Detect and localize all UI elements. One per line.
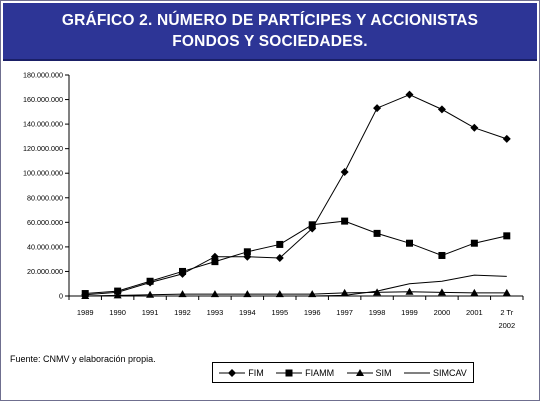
- chart-title-line2: FONDOS Y SOCIEDADES.: [172, 33, 368, 50]
- x-tick-label: 1990: [109, 308, 126, 317]
- data-point-triangle: [243, 290, 252, 298]
- data-point-diamond: [437, 105, 446, 114]
- source-note: Fuente: CNMV y elaboración propia.: [10, 354, 156, 364]
- x-tick-label: 2000: [434, 308, 451, 317]
- data-point-square: [146, 277, 154, 285]
- legend-item-fiamm: FIAMM: [276, 368, 334, 378]
- x-tick-label: 1993: [207, 308, 224, 317]
- legend-swatch: [276, 369, 303, 376]
- x-tick-label: 1994: [239, 308, 256, 317]
- data-point-square: [179, 267, 186, 275]
- y-tick-label: 120.000.000: [23, 144, 63, 153]
- legend-item-sim: SIM: [346, 367, 392, 378]
- data-point-diamond: [340, 167, 349, 176]
- data-point-diamond: [470, 123, 479, 132]
- data-point-square: [243, 248, 251, 256]
- y-tick-label: 60.000.000: [27, 218, 63, 227]
- series-fiamm: [81, 217, 511, 298]
- legend-item-simcav: SIMCAV: [403, 367, 467, 378]
- data-point-triangle: [502, 288, 511, 296]
- series-group: [81, 90, 511, 299]
- series-line-fim: [85, 94, 507, 296]
- axes: 0 20.000.000 40.000.000 60.000.000 80.000.00…: [23, 71, 524, 330]
- x-tick-label: 1995: [271, 308, 288, 317]
- data-point-diamond: [228, 368, 237, 377]
- x-tick-label: 2001: [466, 308, 483, 317]
- data-point-square: [341, 217, 349, 225]
- data-point-square: [114, 287, 122, 295]
- data-point-triangle: [470, 288, 479, 296]
- legend-label: SIM: [375, 367, 392, 378]
- legend-label: FIM: [248, 367, 264, 378]
- y-tick-label: 160.000.000: [23, 95, 63, 104]
- legend-item-fim: FIM: [219, 368, 264, 378]
- series-line-simcav: [85, 274, 507, 297]
- legend: FIM FIAMM SIM SIMCAV: [212, 362, 474, 383]
- data-point-diamond: [502, 134, 511, 143]
- series-simcav: [85, 274, 507, 297]
- line-chart: 0 20.000.000 40.000.000 60.000.000 80.000.00…: [23, 71, 524, 330]
- data-point-triangle: [178, 290, 187, 298]
- y-tick-label: 20.000.000: [27, 267, 63, 276]
- data-point-triangle: [113, 291, 122, 299]
- data-point-square: [438, 251, 446, 259]
- data-point-square: [308, 221, 316, 229]
- data-point-diamond: [405, 90, 414, 99]
- data-point-triangle: [373, 288, 382, 296]
- x-tick-label: 1999: [401, 308, 418, 317]
- x-tick-label: 1992: [174, 308, 191, 317]
- legend-swatch: [219, 368, 246, 377]
- y-tick-label: 180.000.000: [23, 71, 63, 80]
- data-point-square: [470, 239, 478, 247]
- x-tick-label: 1991: [142, 308, 159, 317]
- x-tick-label: 2002: [498, 321, 515, 330]
- data-point-triangle: [355, 368, 364, 376]
- legend-label: SIMCAV: [432, 367, 467, 378]
- legend-swatch: [346, 368, 373, 376]
- legend-label: FIAMM: [305, 367, 335, 378]
- y-tick-label: 140.000.000: [23, 120, 63, 129]
- y-tick-label: 100.000.000: [23, 169, 63, 178]
- legend-swatch: [403, 372, 430, 373]
- data-point-diamond: [210, 252, 219, 261]
- series-sim: [81, 287, 511, 299]
- data-point-triangle: [340, 288, 349, 296]
- x-tick-label: 1997: [336, 308, 353, 317]
- data-point-square: [276, 240, 284, 248]
- data-point-diamond: [275, 253, 284, 262]
- y-tick-label: 0: [59, 292, 63, 301]
- data-point-triangle: [275, 290, 284, 298]
- chart-title-line1: GRÁFICO 2. NÚMERO DE PARTÍCIPES Y ACCION…: [61, 12, 479, 29]
- x-tick-label: 1989: [77, 308, 94, 317]
- y-tick-label: 80.000.000: [27, 193, 63, 202]
- data-point-triangle: [308, 290, 317, 298]
- series-line-fiamm: [85, 220, 507, 295]
- x-tick-label: 1996: [304, 308, 321, 317]
- data-point-triangle: [437, 288, 446, 296]
- series-line-sim: [85, 291, 507, 297]
- series-fim: [81, 90, 511, 299]
- data-point-square: [285, 369, 293, 376]
- data-point-diamond: [373, 104, 382, 113]
- data-point-square: [211, 258, 219, 266]
- data-point-square: [373, 229, 381, 237]
- y-tick-label: 40.000.000: [27, 242, 63, 251]
- data-point-triangle: [405, 287, 414, 295]
- data-point-square: [406, 239, 413, 247]
- chart-header: GRÁFICO 2. NÚMERO DE PARTÍCIPES Y ACCION…: [3, 3, 537, 61]
- x-tick-label: 1998: [369, 308, 386, 317]
- data-point-square: [503, 232, 511, 240]
- data-point-triangle: [210, 290, 219, 298]
- x-tick-label: 2 Tr: [500, 308, 513, 317]
